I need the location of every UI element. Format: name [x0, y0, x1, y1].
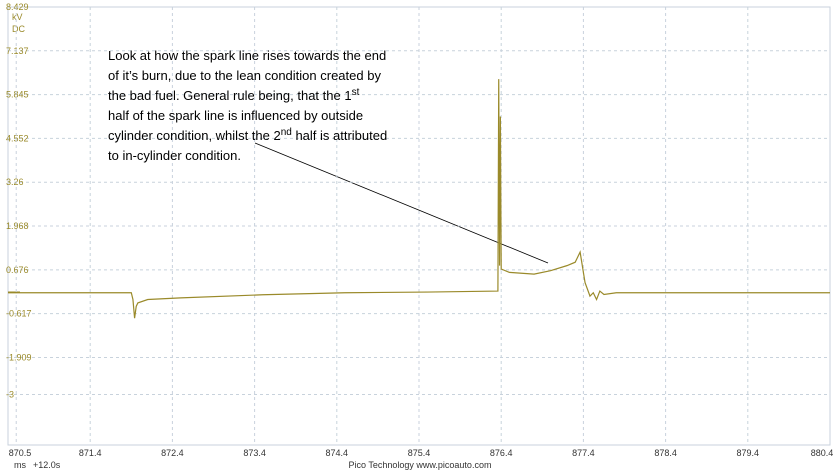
x-tick-label: 879.4: [737, 448, 760, 458]
annotation: of it’s burn, due to the lean condition …: [108, 68, 381, 83]
trace: [8, 79, 830, 319]
footer: Pico Technology www.picoauto.com: [349, 460, 492, 470]
y-unit: kV: [12, 12, 23, 22]
annotation-part: the bad fuel. General rule being, that t…: [108, 88, 352, 103]
x-tick-label: 875.4: [408, 448, 431, 458]
x-tick-label: 872.4: [161, 448, 184, 458]
annotation: to in-cylinder condition.: [108, 148, 241, 163]
y-tick-label: -3: [6, 389, 14, 399]
annotation-part: of it’s burn, due to the lean condition …: [108, 68, 381, 83]
annotation: half of the spark line is influenced by …: [108, 108, 363, 123]
y-tick-label: -0.617: [6, 309, 32, 319]
y-tick-label: 7.137: [6, 46, 29, 56]
annotation: Look at how the spark line rises towards…: [108, 48, 386, 63]
y-unit: DC: [12, 24, 25, 34]
y-tick-label: 8.429: [6, 2, 29, 12]
x-tick-label: 880.4: [811, 448, 834, 458]
annotation-part: cylinder condition, whilst the 2: [108, 128, 281, 143]
annotation-part: Look at how the spark line rises towards…: [108, 48, 386, 63]
annotation-part: half of the spark line is influenced by …: [108, 108, 363, 123]
y-tick-label: 4.552: [6, 133, 29, 143]
annotation: cylinder condition, whilst the 2nd half …: [108, 127, 387, 144]
annotation: the bad fuel. General rule being, that t…: [108, 87, 360, 104]
annotation-part: half is attributed: [292, 128, 387, 143]
x-tick-label: 870.5: [9, 448, 32, 458]
y-tick-label: 0.676: [6, 265, 29, 275]
y-tick-label: 1.968: [6, 221, 29, 231]
y-tick-label: 5.845: [6, 90, 29, 100]
y-tick-label: -1.909: [6, 352, 32, 362]
x-unit: ms: [14, 460, 26, 470]
annotation-part: st: [352, 87, 360, 98]
x-tick-label: 873.4: [243, 448, 266, 458]
x-tick-label: 878.4: [654, 448, 677, 458]
x-tick-label: 877.4: [572, 448, 595, 458]
annotation-part: to in-cylinder condition.: [108, 148, 241, 163]
annotation-part: nd: [281, 127, 292, 138]
y-tick-label: 3.26: [6, 177, 24, 187]
x-tick-label: 871.4: [79, 448, 102, 458]
x-tick-label: 876.4: [490, 448, 513, 458]
x-tick-label: 874.4: [326, 448, 349, 458]
x-offset: +12.0s: [33, 460, 61, 470]
